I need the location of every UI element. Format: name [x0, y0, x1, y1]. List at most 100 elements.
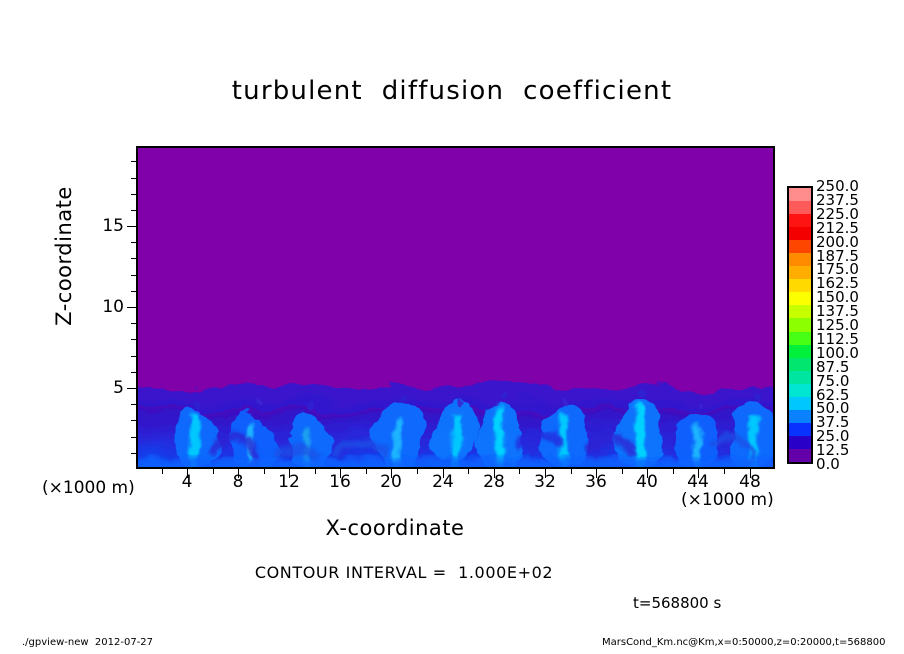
x-tick-label: 8: [232, 472, 244, 492]
x-tick-label: 48: [739, 472, 761, 492]
y-tick-minor: [131, 372, 136, 373]
colorbar-tick-label: 12.5: [816, 441, 850, 460]
colorbar-band: [789, 396, 811, 410]
y-tick-label: 5: [113, 378, 124, 398]
colorbar-band: [789, 409, 811, 423]
colorbar-tick-label: 225.0: [816, 204, 859, 223]
colorbar-tick-label: 100.0: [816, 343, 859, 362]
contour-interval-label: CONTOUR INTERVAL = 1.000E+02: [254, 563, 554, 582]
colorbar-band: [789, 214, 811, 228]
y-tick-minor: [131, 453, 136, 454]
x-tick-minor: [417, 469, 418, 474]
colorbar-tick-label: 150.0: [816, 288, 859, 307]
y-tick-major: [127, 226, 136, 227]
colorbar-tick-label: 200.0: [816, 232, 859, 251]
footer-source-label: MarsCond_Km.nc@Km,x=0:50000,z=0:20000,t=…: [602, 637, 886, 648]
y-tick-minor: [131, 356, 136, 357]
y-tick-minor: [131, 420, 136, 421]
colorbar-band: [789, 331, 811, 345]
x-tick-minor: [724, 469, 725, 474]
colorbar-tick-label: 37.5: [816, 413, 850, 432]
x-tick-minor: [673, 469, 674, 474]
x-tick-label: 36: [585, 472, 607, 492]
y-tick-minor: [131, 323, 136, 324]
x-tick-major: [647, 469, 648, 478]
colorbar-labels: 250.0 237.5 225.0 212.5 200.0 187.5 175.0 162.5…: [816, 177, 896, 473]
x-axis-title: X-coordinate: [325, 516, 465, 540]
x-tick-major: [340, 469, 341, 478]
colorbar-band: [789, 240, 811, 254]
x-tick-label: 16: [329, 472, 351, 492]
page-title: turbulent diffusion coefficient: [231, 76, 673, 106]
colorbar-tick-label: 75.0: [816, 371, 850, 390]
y-tick-minor: [131, 291, 136, 292]
colorbar-tick-label: 125.0: [816, 316, 859, 334]
y-tick-minor: [131, 404, 136, 405]
x-tick-minor: [162, 469, 163, 474]
x-tick-minor: [468, 469, 469, 474]
x-tick-label: 40: [636, 472, 658, 492]
x-tick-major: [187, 469, 188, 478]
y-axis-title: Z-coordinate: [52, 186, 76, 326]
x-tick-label: 20: [380, 472, 402, 492]
colorbar-tick-label: 62.5: [816, 385, 850, 404]
y-tick-label: 10: [102, 297, 124, 317]
colorbar-band: [789, 448, 811, 462]
colorbar-band: [789, 253, 811, 267]
x-tick-major: [494, 469, 495, 478]
x-tick-minor: [264, 469, 265, 474]
y-tick-minor: [131, 242, 136, 243]
colorbar-band: [789, 383, 811, 397]
y-tick-major: [127, 307, 136, 308]
x-tick-label: 44: [687, 472, 709, 492]
x-tick-label: 24: [432, 472, 454, 492]
turbulence-field-heatmap: [138, 148, 773, 467]
colorbar-tick-label: 137.5: [816, 302, 859, 321]
x-tick-minor: [366, 469, 367, 474]
y-tick-major: [127, 388, 136, 389]
colorbar-band: [789, 435, 811, 449]
colorbar-tick-label: 112.5: [816, 329, 859, 348]
x-unit-right-label: (×1000 m): [681, 490, 774, 510]
x-tick-major: [289, 469, 290, 478]
x-tick-minor: [622, 469, 623, 474]
colorbar-band: [789, 201, 811, 215]
colorbar-band: [789, 292, 811, 306]
x-tick-major: [391, 469, 392, 478]
colorbar-tick-label: 237.5: [816, 190, 859, 209]
colorbar-band: [789, 370, 811, 384]
y-tick-minor: [131, 210, 136, 211]
x-tick-minor: [519, 469, 520, 474]
y-tick-minor: [131, 258, 136, 259]
colorbar-band: [789, 227, 811, 241]
colorbar-tick-label: 0.0: [816, 455, 840, 473]
x-tick-label: 28: [483, 472, 505, 492]
x-tick-major: [698, 469, 699, 478]
x-tick-label: 4: [181, 472, 193, 492]
colorbar-band: [789, 188, 811, 202]
x-tick-major: [238, 469, 239, 478]
plot-area: [136, 146, 775, 469]
x-tick-label: 32: [534, 472, 556, 492]
y-tick-minor: [131, 178, 136, 179]
timestamp-label: t=568800 s: [633, 594, 722, 612]
x-tick-minor: [213, 469, 214, 474]
colorbar-band: [789, 305, 811, 319]
x-tick-major: [596, 469, 597, 478]
x-tick-label: 12: [278, 472, 300, 492]
colorbar-tick-label: 175.0: [816, 260, 859, 279]
colorbar-band: [789, 318, 811, 332]
y-tick-minor: [131, 161, 136, 162]
colorbar-tick-label: 25.0: [816, 427, 850, 446]
colorbar-band: [789, 266, 811, 280]
y-tick-minor: [131, 339, 136, 340]
x-tick-minor: [571, 469, 572, 474]
y-tick-minor: [131, 194, 136, 195]
x-tick-major: [443, 469, 444, 478]
x-tick-minor: [315, 469, 316, 474]
colorbar-band: [789, 422, 811, 436]
colorbar-tick-label: 187.5: [816, 246, 859, 265]
colorbar-band: [789, 344, 811, 358]
x-tick-major: [545, 469, 546, 478]
colorbar-band: [789, 357, 811, 371]
